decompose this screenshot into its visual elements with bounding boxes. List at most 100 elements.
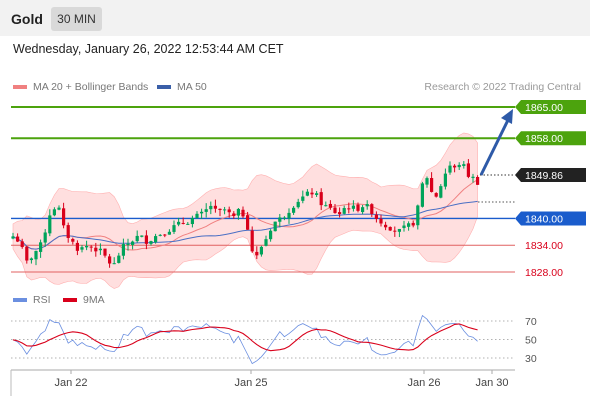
candle-body: [246, 215, 250, 230]
candle-body: [273, 221, 277, 232]
candle-body: [25, 246, 29, 261]
rsi-panel: 70 50 30: [11, 314, 537, 365]
ma50-line: [12, 200, 478, 250]
current-price-label: 1849.86: [525, 170, 563, 182]
candle-body: [430, 178, 434, 192]
candle-body: [453, 165, 457, 168]
candle-body: [172, 225, 176, 232]
candle-body: [62, 208, 66, 226]
bollinger-band: [12, 132, 478, 289]
candle-body: [411, 222, 415, 226]
forecast-arrow-shaft: [479, 117, 511, 176]
candle-body: [232, 213, 236, 217]
forecast-arrow-head: [501, 109, 513, 124]
candle-body: [278, 217, 282, 222]
candle-body: [94, 247, 98, 252]
legend-rsi-ma: 9MA: [63, 294, 105, 306]
level-label-3: 1834.00: [525, 240, 563, 252]
candle-body: [347, 208, 351, 210]
candle-body: [195, 213, 199, 218]
level-tag-1: [515, 131, 586, 146]
candle-body: [39, 242, 43, 252]
level-label-0: 1865.00: [525, 102, 563, 114]
candle-body: [167, 231, 171, 235]
moving-averages: [12, 179, 478, 251]
candle-body: [416, 205, 420, 226]
candle-body: [144, 235, 148, 244]
candle-body: [149, 241, 153, 244]
candle-body: [89, 246, 93, 248]
level-tag-0: [515, 100, 586, 114]
legend-rsi: RSI: [13, 294, 51, 306]
candle-body: [388, 226, 392, 231]
candle-body: [328, 203, 332, 208]
candle-body: [292, 207, 296, 213]
asset-name: Gold: [11, 11, 43, 27]
rsi-level-label-1: 50: [525, 335, 537, 347]
candles: [11, 159, 480, 268]
candle-body: [457, 164, 461, 168]
candle-body: [177, 221, 181, 225]
candle-body: [52, 209, 56, 216]
price-levels: [11, 106, 515, 273]
candle-body: [351, 205, 355, 209]
candle-body: [98, 248, 102, 251]
candle-body: [131, 241, 135, 245]
candle-body: [11, 236, 15, 239]
candle-body: [126, 243, 130, 246]
forecast-arrow: [479, 109, 513, 176]
candle-body: [204, 209, 208, 212]
legend-rsi-ma-label: 9MA: [83, 294, 105, 306]
candle-body: [85, 245, 89, 248]
candle-body: [66, 225, 70, 238]
legend-ma50-label: MA 50: [177, 81, 207, 93]
candle-body: [20, 241, 24, 247]
level-label-4: 1828.00: [525, 267, 563, 279]
candle-body: [310, 192, 314, 195]
candle-body: [407, 223, 411, 227]
candle-body: [425, 178, 429, 185]
candle-body: [402, 225, 406, 229]
current-price-tag: [515, 168, 586, 182]
candle-body: [241, 209, 245, 217]
timeframe-button[interactable]: 30 MIN: [51, 7, 102, 31]
credit: Research © 2022 Trading Central: [424, 81, 581, 93]
candle-body: [361, 207, 365, 213]
candle-body: [103, 248, 107, 256]
candle-body: [227, 209, 231, 213]
level-tag-2: [515, 211, 586, 226]
candle-body: [466, 163, 470, 177]
candle-body: [71, 238, 75, 242]
candle-body: [282, 217, 286, 219]
candle-body: [108, 256, 112, 264]
candle-body: [213, 205, 217, 209]
candle-body: [218, 208, 222, 211]
candle-body: [34, 250, 38, 260]
candle-body: [397, 228, 401, 232]
candle-body: [135, 235, 139, 242]
rsi-ma-line: [12, 323, 478, 352]
bollinger-swatch: [13, 85, 27, 89]
candle-body: [420, 183, 424, 207]
candle-body: [29, 258, 33, 261]
candle-body: [287, 212, 291, 219]
candle-body: [315, 193, 319, 195]
candle-body: [209, 205, 213, 210]
rsi-line: [12, 314, 478, 365]
bollinger-area: [12, 132, 478, 289]
x-tick-label-1: Jan 25: [234, 377, 267, 389]
candle-body: [121, 244, 125, 256]
date-time: Wednesday, January 26, 2022 12:53:44 AM …: [13, 42, 284, 56]
legend-bollinger-label: MA 20 + Bollinger Bands: [33, 81, 149, 93]
candle-body: [140, 235, 144, 237]
candle-body: [305, 191, 309, 196]
candle-body: [48, 215, 52, 234]
candle-body: [43, 232, 47, 243]
candle-body: [236, 208, 240, 216]
candle-body: [342, 208, 346, 214]
candle-body: [80, 247, 84, 250]
candle-body: [117, 255, 121, 263]
x-tick-label-3: Jan 30: [475, 377, 508, 389]
candle-body: [16, 236, 20, 242]
